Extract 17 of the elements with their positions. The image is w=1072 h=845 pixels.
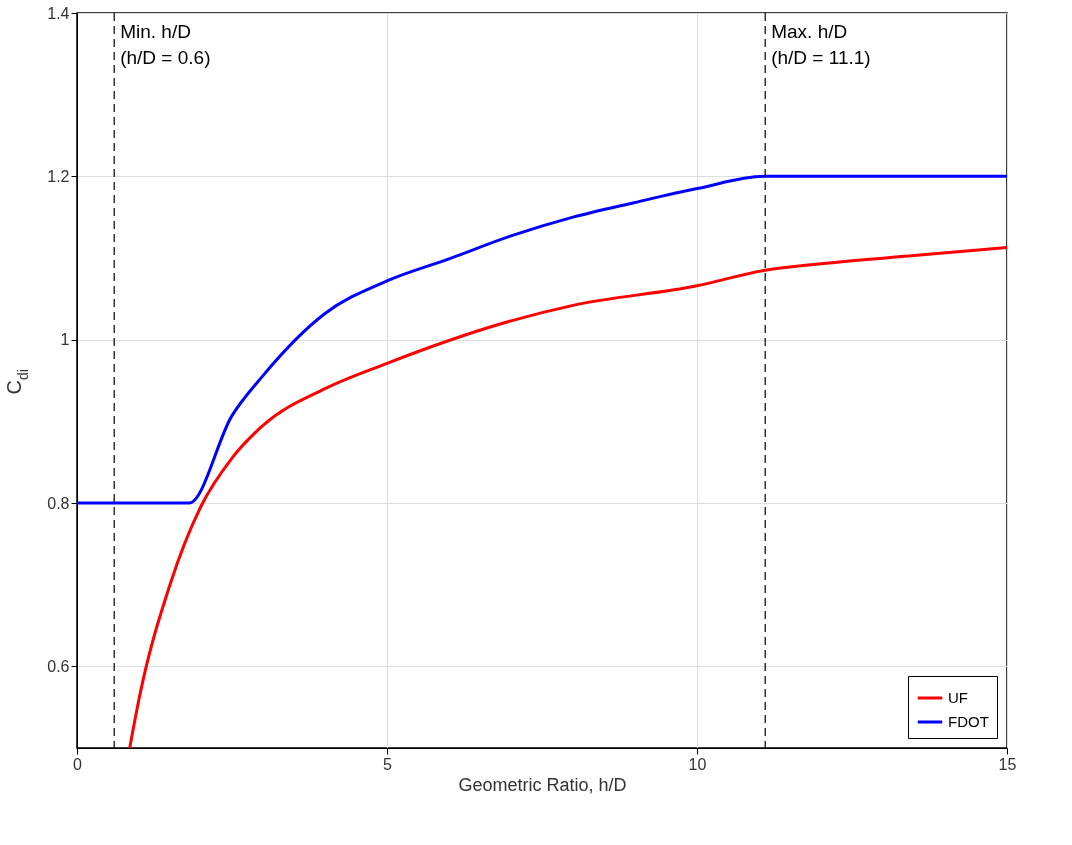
y-tick-label: 1: [60, 331, 70, 349]
x-axis-title: Geometric Ratio, h/D: [458, 774, 627, 795]
legend-label: UF: [948, 689, 968, 706]
y-tick-label: 0.8: [47, 494, 70, 512]
line-series: [128, 245, 1009, 750]
y-axis-title: Cdi: [3, 369, 31, 395]
legend-label: FDOT: [948, 713, 989, 730]
x-tick-label: 15: [998, 755, 1017, 773]
ref-line-label: Min. h/D (h/D = 0.6): [120, 21, 211, 68]
x-tick-label: 10: [688, 755, 707, 773]
ref-line-label: Max. h/D (h/D = 11.1): [771, 21, 871, 68]
y-tick-label: 1.2: [47, 167, 70, 185]
y-tick-label: 1.4: [47, 4, 70, 22]
line-series: [75, 174, 1009, 505]
x-tick-label: 5: [383, 755, 393, 773]
x-tick-label: 0: [73, 755, 83, 773]
y-tick-label: 0.6: [47, 657, 70, 675]
